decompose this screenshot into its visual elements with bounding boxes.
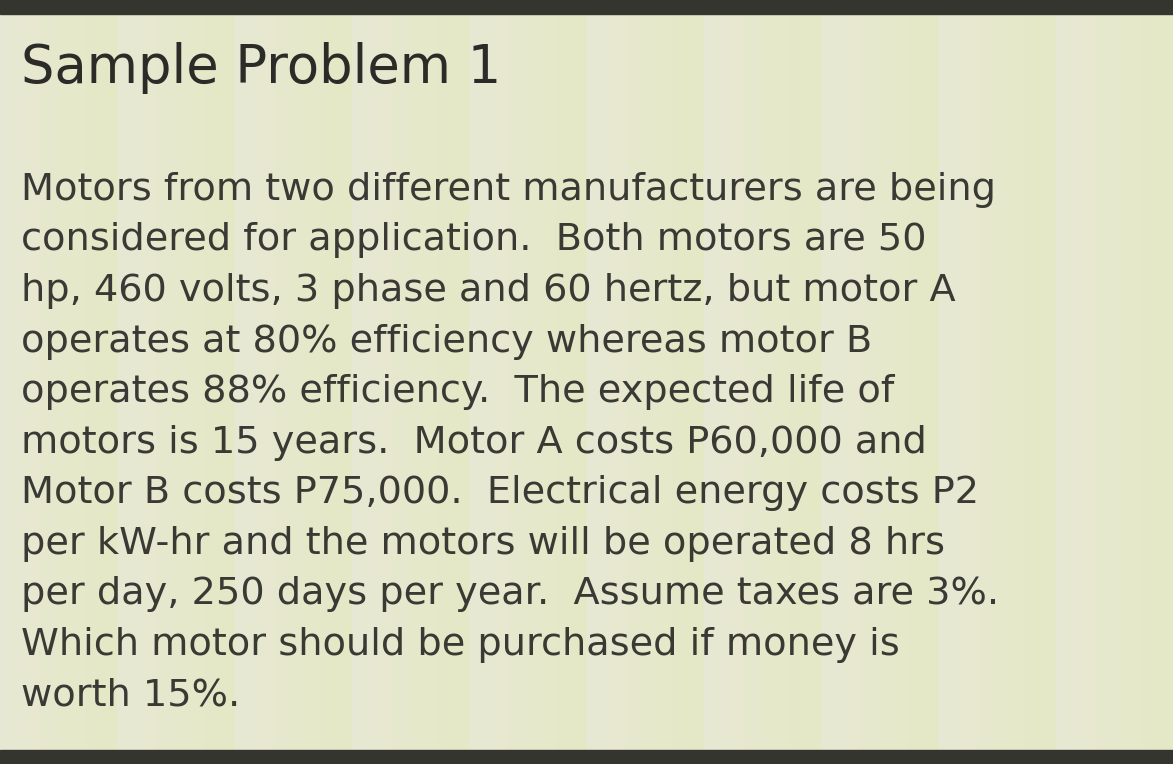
Text: Sample Problem 1: Sample Problem 1 (21, 42, 501, 94)
Bar (0, 0, 1173, 14)
Bar (0, 750, 1173, 764)
Text: Motors from two different manufacturers are being
considered for application.  B: Motors from two different manufacturers … (21, 172, 999, 714)
